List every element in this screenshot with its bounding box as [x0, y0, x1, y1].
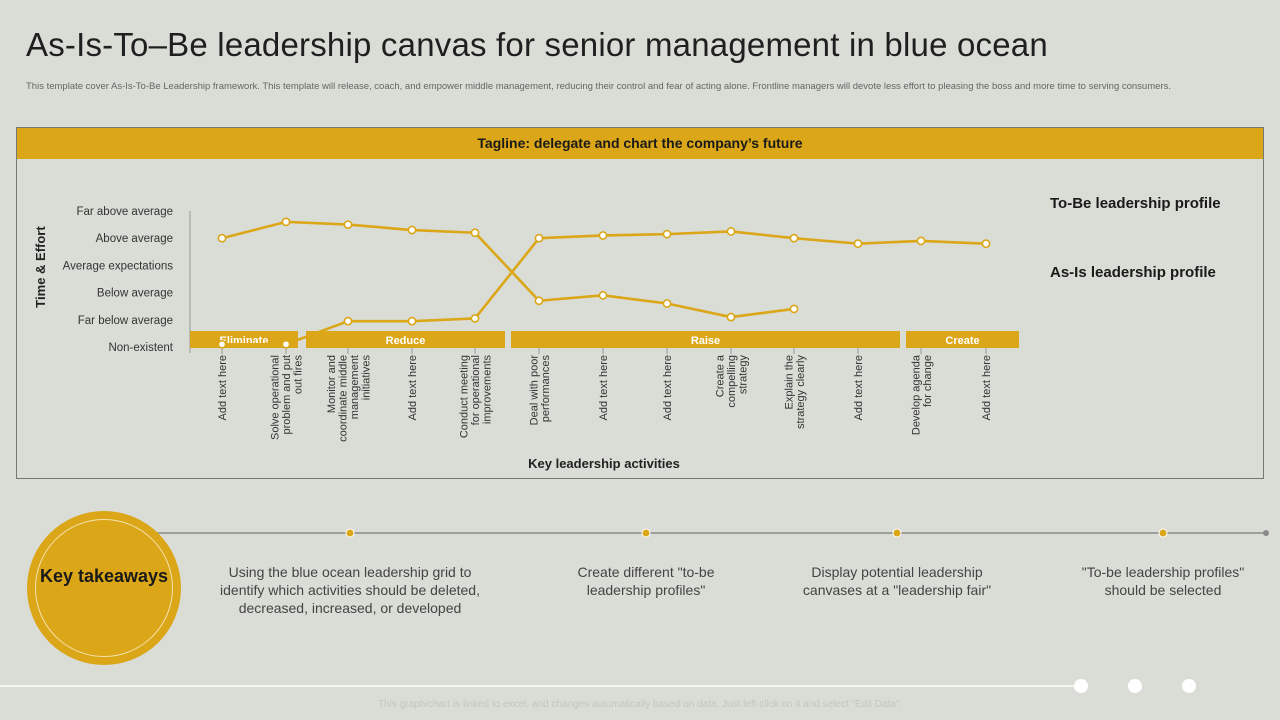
x-tick-label: Develop agendafor change: [910, 354, 934, 435]
y-axis-title: Time & Effort: [33, 226, 48, 308]
nav-dot[interactable]: [1182, 679, 1196, 693]
timeline-dot: [892, 528, 902, 538]
series-line: [221, 220, 795, 319]
data-point: [726, 312, 736, 322]
data-point: [789, 304, 799, 314]
x-tick-label: Solve operationalproblem and putout fire…: [270, 355, 305, 441]
x-tick-label: Add text here: [217, 355, 229, 420]
timeline-dot: [345, 528, 355, 538]
category-band-label: Raise: [691, 335, 720, 347]
key-takeaways-badge: Key takeaways: [27, 511, 181, 665]
x-tick-label: Add text here: [662, 355, 674, 420]
key-takeaways-label: Key takeaways: [39, 566, 169, 586]
y-tick-label: Far below average: [78, 315, 173, 327]
category-band-label: Reduce: [386, 335, 426, 347]
data-point: [343, 220, 353, 229]
nav-dot[interactable]: [1074, 679, 1088, 693]
data-point: [598, 231, 608, 240]
tagline-bar: Tagline: delegate and chart the company’…: [17, 128, 1263, 159]
x-axis-title: Key leadership activities: [528, 456, 680, 471]
key-takeaways-ring: [35, 519, 173, 657]
data-point: [281, 339, 291, 349]
x-tick-label: Add text here: [981, 355, 993, 420]
category-band: [906, 331, 1019, 348]
data-point: [789, 233, 799, 243]
x-tick-label: Add text here: [853, 355, 865, 420]
y-tick-label: Below average: [97, 288, 173, 300]
x-tick-label: Deal with poorperformances: [528, 355, 552, 426]
data-point: [534, 296, 544, 306]
takeaways-timeline: [0, 528, 1269, 693]
data-point: [470, 228, 480, 238]
data-point: [662, 299, 672, 308]
takeaway-item: "To-be leadership profiles" should be se…: [1081, 564, 1245, 598]
data-point: [534, 233, 544, 243]
page-subtitle: This template cover As-Is-To-Be Leadersh…: [26, 81, 1171, 92]
leadership-canvas-chart: Non-existent Far below average Below avera…: [33, 195, 1221, 471]
data-point: [981, 239, 991, 249]
data-point: [217, 339, 227, 349]
x-tick-label: Monitor andcoordinate middlemanagementin…: [326, 355, 373, 442]
category-band: [306, 331, 505, 348]
category-band: [511, 331, 900, 348]
category-band-label: Create: [945, 335, 979, 347]
nav-dot[interactable]: [1128, 679, 1142, 693]
timeline-dot: [641, 528, 651, 538]
legend-label: As-Is leadership profile: [1050, 264, 1216, 281]
y-tick-label: Non-existent: [108, 342, 173, 354]
data-point: [662, 229, 672, 239]
data-point: [281, 217, 291, 227]
data-point: [916, 236, 926, 246]
footer-note: This graph/chart is linked to excel, and…: [377, 699, 903, 710]
legend-label: To-Be leadership profile: [1050, 195, 1221, 212]
x-tick-label: Create acompellingstrategy: [715, 354, 750, 407]
x-tick-label: Explain thestrategy clearly: [783, 355, 807, 429]
y-tick-label: Average expectations: [63, 260, 174, 272]
x-tick-label: Add text here: [598, 355, 610, 420]
chart-panel: Tagline: delegate and chart the company’…: [16, 127, 1264, 479]
data-point: [598, 290, 608, 300]
data-point: [853, 239, 863, 249]
data-point: [726, 227, 736, 236]
timeline-end-dot: [1263, 530, 1269, 536]
takeaway-item: Create different "to-be leadership profi…: [577, 564, 715, 598]
data-point: [217, 233, 227, 243]
data-point: [343, 316, 353, 326]
y-tick-label: Above average: [96, 233, 173, 245]
x-tick-label: Conduct meetingfor operationalimprovemen…: [459, 355, 494, 439]
y-tick-label: Far above average: [76, 206, 173, 218]
takeaway-item: Using the blue ocean leadership grid to …: [220, 564, 480, 616]
page-title: As-Is-To–Be leadership canvas for senior…: [26, 26, 1048, 63]
data-point: [407, 316, 417, 326]
series-line: [222, 230, 987, 346]
data-point: [407, 225, 417, 235]
timeline-dot: [1158, 528, 1168, 538]
x-tick-label: Add text here: [407, 355, 419, 420]
takeaway-item: Display potential leadership canvases at…: [802, 564, 992, 598]
data-point: [470, 314, 480, 323]
